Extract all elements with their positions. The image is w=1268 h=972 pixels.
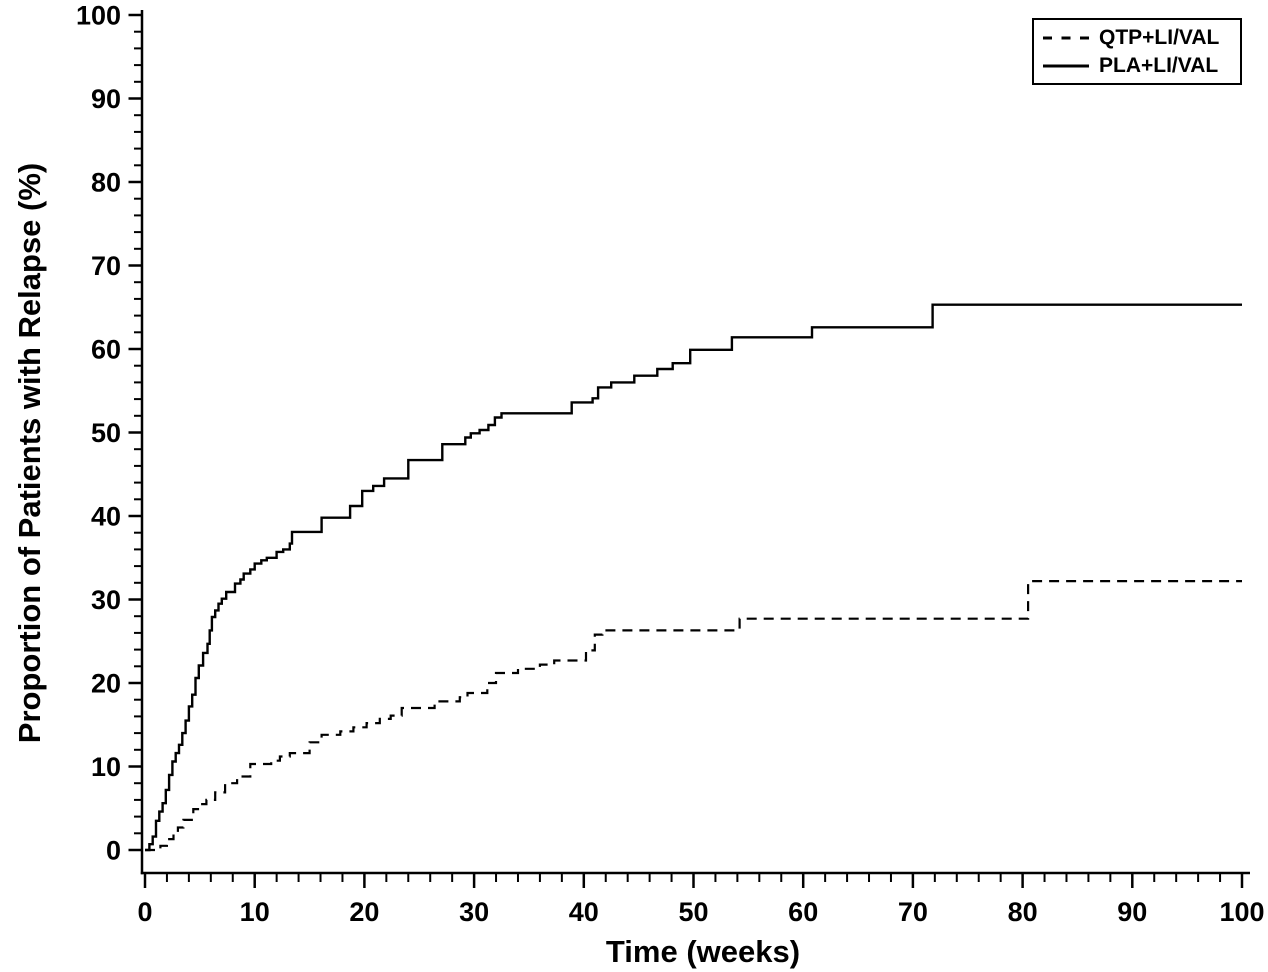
y-tick-label: 80 <box>91 168 121 198</box>
x-tick-label: 80 <box>1008 897 1038 927</box>
x-tick-label: 70 <box>898 897 928 927</box>
x-tick-label: 40 <box>569 897 599 927</box>
x-tick-label: 20 <box>349 897 379 927</box>
legend-label-pla: PLA+LI/VAL <box>1099 53 1219 77</box>
y-tick-label: 90 <box>91 84 121 114</box>
x-tick-label: 30 <box>459 897 489 927</box>
y-tick-label: 100 <box>76 1 121 31</box>
legend-label-qtp: QTP+LI/VAL <box>1099 25 1220 49</box>
legend: QTP+LI/VAL PLA+LI/VAL <box>1032 18 1242 85</box>
y-tick-label: 20 <box>91 669 121 699</box>
y-tick-label: 10 <box>91 752 121 782</box>
legend-item-pla: PLA+LI/VAL <box>1042 52 1234 80</box>
y-tick-label: 40 <box>91 502 121 532</box>
y-tick-label: 30 <box>91 585 121 615</box>
dashed-line-sample <box>1043 36 1089 39</box>
x-tick-label: 50 <box>678 897 708 927</box>
x-axis-title: Time (weeks) <box>605 934 801 969</box>
y-tick-label: 70 <box>91 251 121 281</box>
y-axis-title: Proportion of Patients with Relapse (%) <box>12 162 47 744</box>
legend-item-qtp: QTP+LI/VAL <box>1042 24 1234 52</box>
y-tick-label: 0 <box>106 836 121 866</box>
y-tick-label: 60 <box>91 335 121 365</box>
solid-line-sample <box>1043 64 1089 67</box>
qtp-relapse-curve <box>145 580 1242 852</box>
x-tick-label: 60 <box>788 897 818 927</box>
x-tick-label: 0 <box>137 897 152 927</box>
x-tick-label: 10 <box>240 897 270 927</box>
pla-relapse-curve <box>145 303 1242 852</box>
x-tick-label: 100 <box>1219 897 1264 927</box>
y-tick-label: 50 <box>91 418 121 448</box>
x-tick-label: 90 <box>1117 897 1147 927</box>
